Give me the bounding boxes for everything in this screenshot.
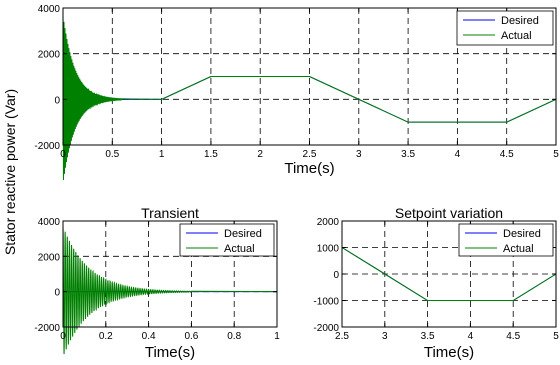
x-tick-label: 2.5 (335, 331, 349, 342)
x-tick-label: 1 (159, 149, 165, 160)
shared-ylabel: Stator reactive power (Var) (2, 89, 18, 255)
series-line-actual (62, 14, 557, 180)
legend-label-desired: Desired (503, 228, 541, 240)
x-tick-label: 4.5 (500, 149, 514, 160)
y-tick-label: 2000 (38, 50, 61, 61)
x-axis-label: Time(s) (145, 344, 195, 361)
x-tick-label: 0.8 (227, 331, 241, 342)
y-tick-label: 0 (333, 270, 339, 281)
y-tick-label: 0 (54, 95, 60, 106)
y-tick-label: 2000 (317, 217, 340, 228)
legend-label-actual: Actual (503, 243, 534, 255)
x-tick-label: 0.5 (105, 149, 119, 160)
y-tick-label: 1000 (317, 244, 340, 255)
legend-box (458, 223, 554, 257)
x-tick-label: 3.5 (401, 149, 415, 160)
x-tick-label: 3 (382, 331, 388, 342)
x-tick-label: 2 (257, 149, 263, 160)
y-tick-label: -1000 (313, 297, 339, 308)
legend-label-desired: Desired (501, 15, 539, 27)
x-tick-label: 0.4 (142, 331, 156, 342)
chart-title: Setpoint variation (395, 205, 503, 221)
legend-label-actual: Actual (224, 243, 255, 255)
series-line-actual (62, 226, 278, 355)
legend: Desired Actual (458, 223, 554, 257)
legend: Desired Actual (179, 223, 275, 257)
legend-label-actual: Actual (501, 30, 532, 42)
axes-frame (62, 220, 278, 328)
x-tick-label: 4.5 (506, 331, 520, 342)
y-tick-label: -2000 (313, 323, 339, 334)
x-tick-label: 1.5 (204, 149, 218, 160)
y-tick-label: -2000 (34, 323, 60, 334)
y-tick-label: 4000 (38, 4, 61, 15)
x-tick-label: 3.5 (421, 331, 435, 342)
x-tick-label: 1 (274, 331, 280, 342)
chart-main: 0 0.5 1 1.5 2 2.5 3 3.5 4 4.5 5-2000020004000Time(… (34, 4, 559, 180)
x-tick-label: 5 (553, 331, 559, 342)
x-tick-label: 5 (553, 149, 559, 160)
legend-box (456, 10, 554, 46)
x-axis-label: Time(s) (424, 344, 474, 361)
x-tick-label: 0.6 (184, 331, 198, 342)
y-tick-label: 2000 (38, 252, 61, 263)
chart-title: Transient (141, 205, 199, 221)
chart-setpoint: 2.5 3 3.5 4 4.5 5 -2000 -1000 0 1000 2000 Setpoint … (313, 205, 559, 361)
x-tick-label: 2.5 (303, 149, 317, 160)
x-tick-label: 4 (468, 331, 474, 342)
x-tick-label: 0 (60, 149, 66, 160)
series-line-actual (341, 247, 557, 301)
y-tick-label: 0 (54, 288, 60, 299)
x-tick-label: 4 (455, 149, 461, 160)
x-axis-label: Time(s) (284, 160, 334, 177)
legend: Desired Actual (456, 10, 554, 46)
x-tick-label: 0 (60, 331, 66, 342)
legend-label-desired: Desired (224, 228, 262, 240)
x-tick-label: 3 (356, 149, 362, 160)
legend-box (179, 223, 275, 257)
y-tick-label: 4000 (38, 217, 61, 228)
x-tick-label: 0.2 (99, 331, 113, 342)
y-tick-label: -2000 (34, 141, 60, 152)
chart-transient: 0 0.2 0.4 0.6 0.8 1-2000020004000TransientTim… (34, 205, 280, 361)
